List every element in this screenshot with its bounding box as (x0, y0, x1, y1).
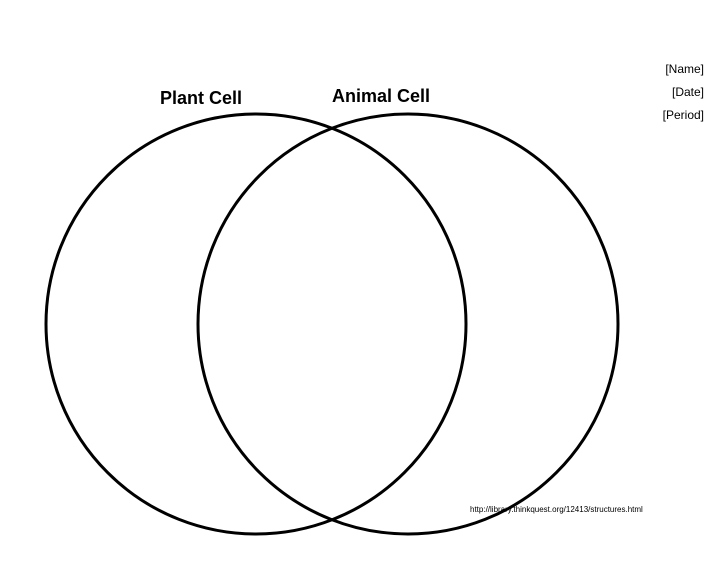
venn-diagram (44, 112, 622, 538)
period-field: [Period] (663, 104, 704, 127)
venn-svg (44, 112, 622, 538)
venn-left-label: Plant Cell (160, 88, 242, 109)
date-field: [Date] (663, 81, 704, 104)
header-fields: [Name] [Date] [Period] (663, 58, 704, 126)
name-field: [Name] (663, 58, 704, 81)
footer-url: http://library.thinkquest.org/12413/stru… (470, 505, 643, 514)
venn-right-label: Animal Cell (332, 86, 430, 107)
